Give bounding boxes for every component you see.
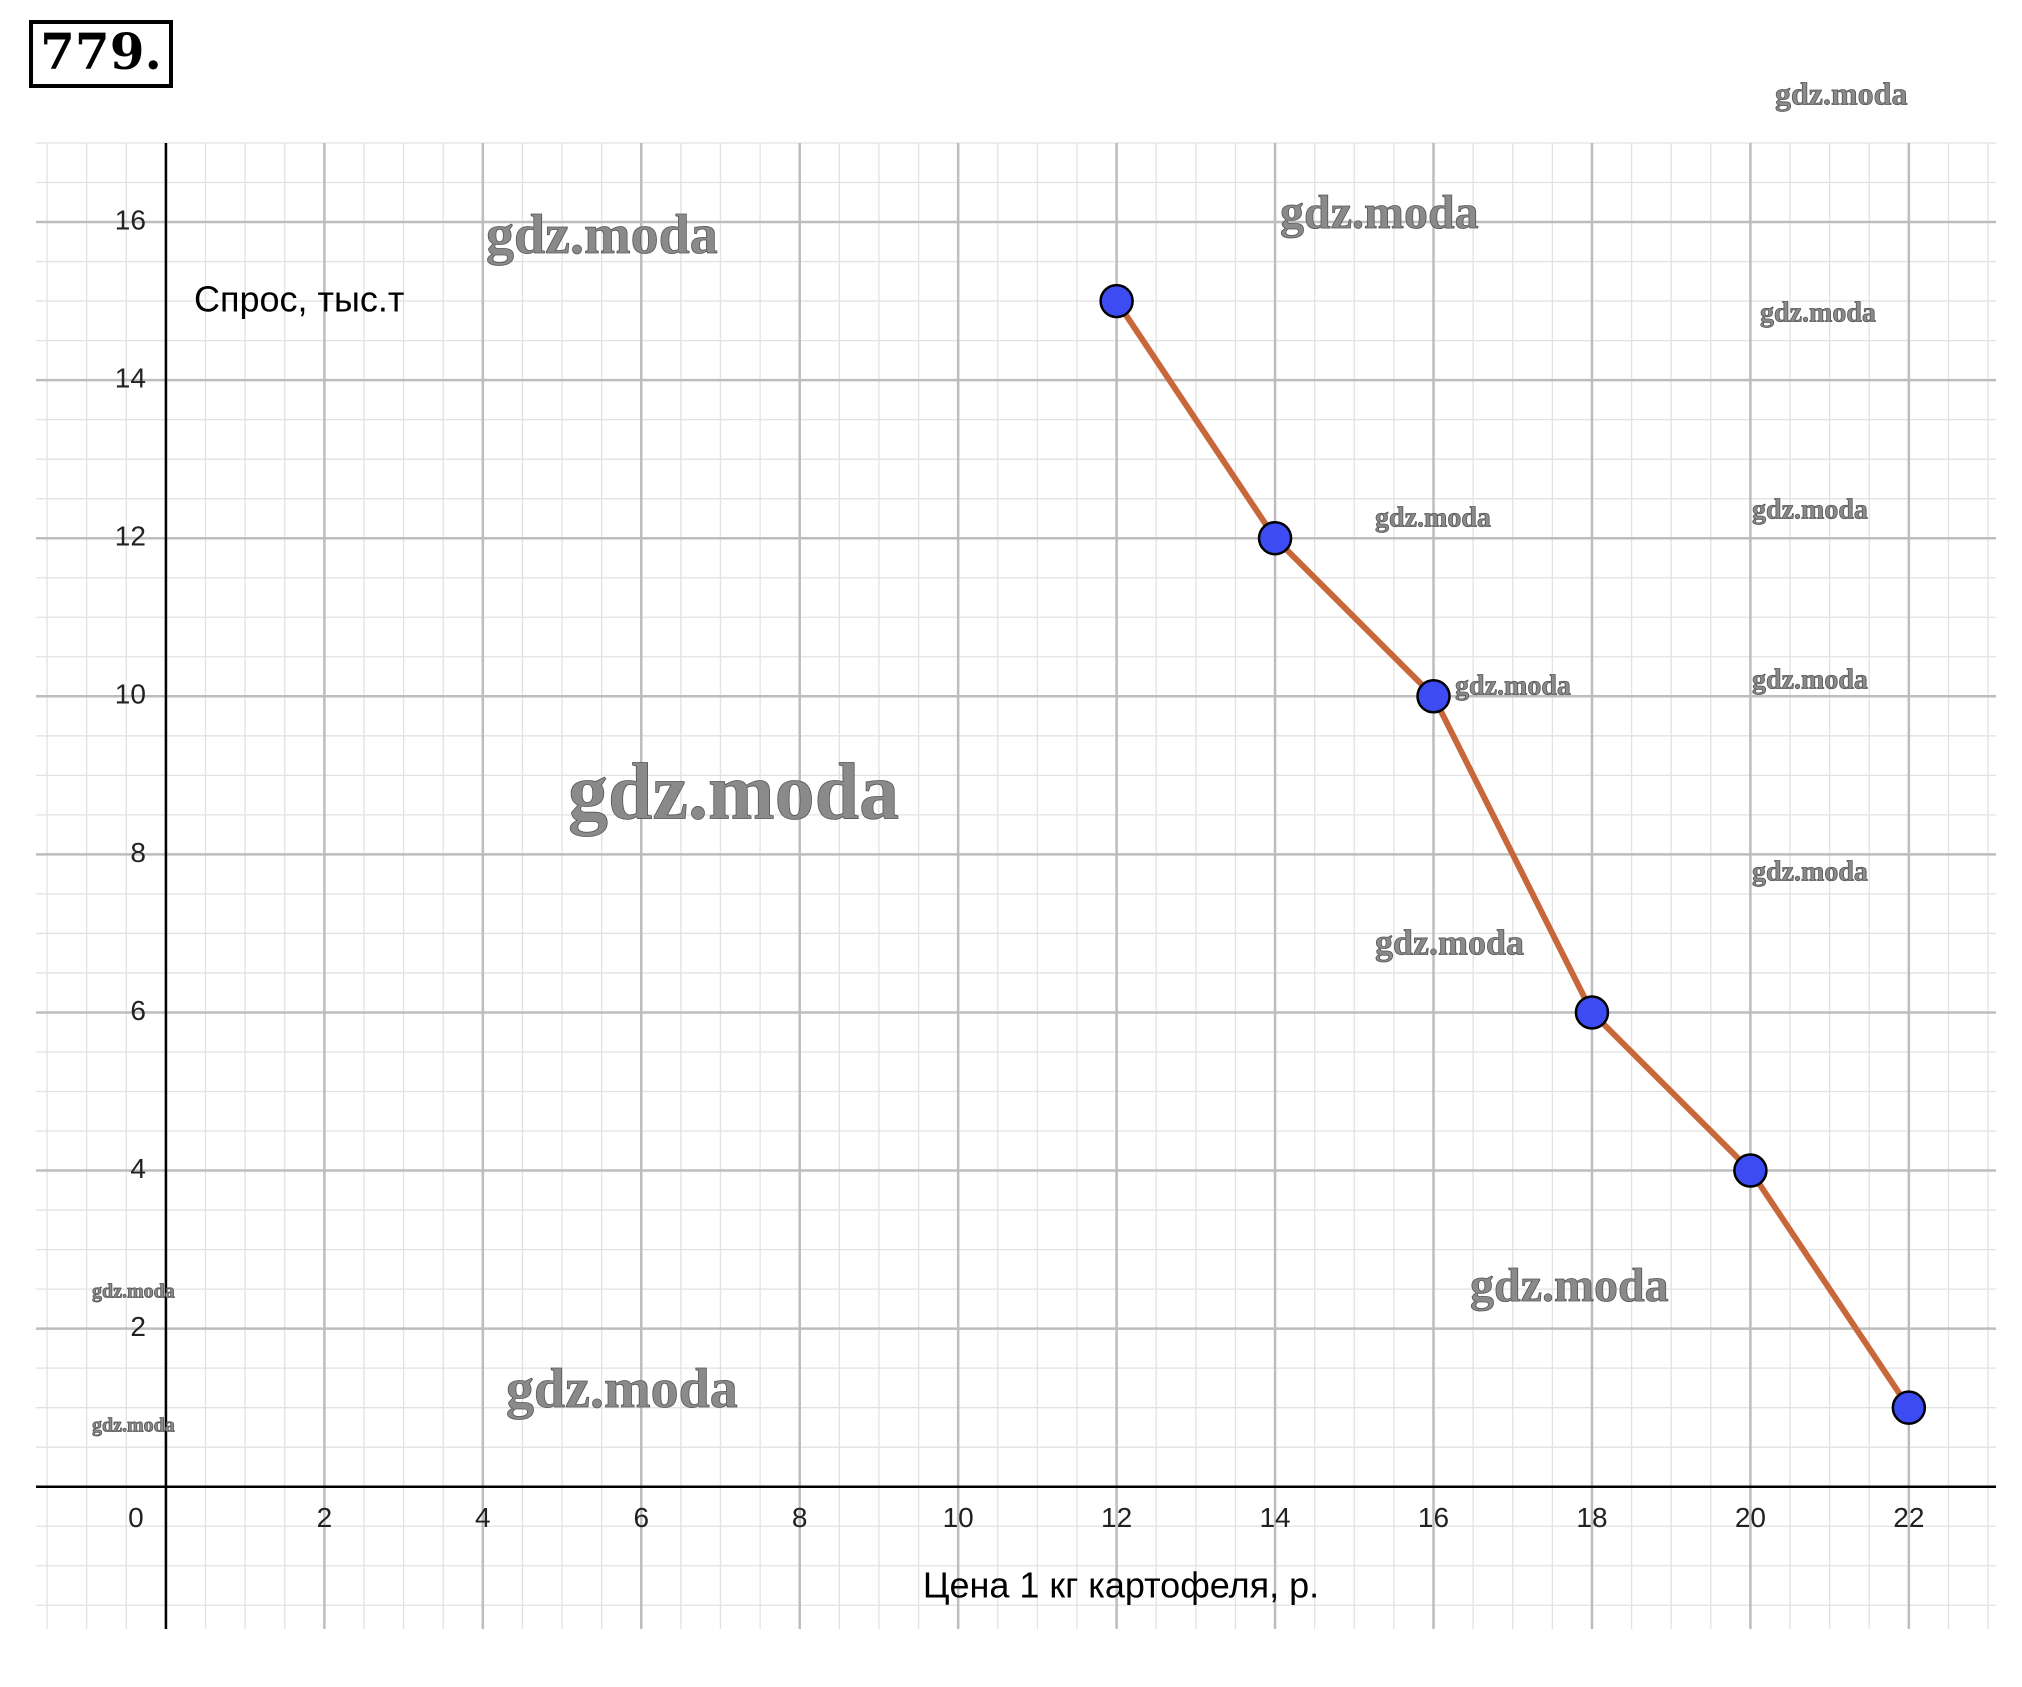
x-tick-label: 16 <box>1418 1502 1449 1533</box>
watermark: gdz.moda <box>506 1358 738 1420</box>
y-tick-label: 16 <box>115 204 146 235</box>
x-tick-label: 22 <box>1893 1502 1924 1533</box>
watermark: gdz.moda <box>92 1415 175 1437</box>
y-tick-label: 10 <box>115 679 146 710</box>
data-point <box>1257 520 1293 556</box>
x-tick-label: 6 <box>633 1502 649 1533</box>
y-tick-label: 4 <box>130 1153 146 1184</box>
watermark: gdz.moda <box>92 1281 175 1303</box>
watermark: gdz.moda <box>1752 494 1868 525</box>
x-tick-label: 0 <box>128 1502 144 1533</box>
watermark: gdz.moda <box>1375 922 1524 962</box>
data-line <box>1114 299 1912 1410</box>
watermark: gdz.moda <box>1775 75 1907 111</box>
x-tick-label: 12 <box>1101 1502 1132 1533</box>
data-point <box>1099 283 1134 319</box>
watermark: gdz.moda <box>486 204 718 266</box>
data-point <box>1574 995 1610 1030</box>
watermark: gdz.moda <box>1752 664 1868 695</box>
watermark: gdz.moda <box>568 748 899 836</box>
data-point <box>1416 679 1451 714</box>
x-tick-label: 2 <box>317 1502 333 1533</box>
problem-box <box>29 20 173 88</box>
data-point <box>1891 1390 1927 1425</box>
grid <box>36 142 1996 1629</box>
x-tick-label: 4 <box>475 1502 491 1533</box>
watermark: gdz.moda <box>1375 502 1491 533</box>
data-point <box>1733 1153 1768 1188</box>
x-tick-label: 8 <box>792 1502 808 1533</box>
problem-number: 779. <box>40 22 162 81</box>
x-tick-label: 10 <box>943 1502 974 1533</box>
watermark: gdz.moda <box>1455 670 1571 701</box>
y-tick-label: 6 <box>130 995 146 1026</box>
watermark: gdz.moda <box>1280 186 1479 239</box>
x-axis-label: Цена 1 кг картофеля, р. <box>923 1565 1319 1606</box>
y-tick-label: 12 <box>115 521 146 552</box>
watermark: gdz.moda <box>1752 856 1868 887</box>
watermark: gdz.moda <box>1470 1259 1669 1312</box>
x-tick-label: 20 <box>1735 1502 1766 1533</box>
y-tick-label: 8 <box>130 837 146 868</box>
x-tick-label: 18 <box>1576 1502 1607 1533</box>
y-axis-label: Спрос, тыс.т <box>194 279 404 320</box>
y-tick-label: 14 <box>115 363 146 394</box>
x-tick-label: 14 <box>1259 1502 1290 1533</box>
watermark: gdz.moda <box>1760 297 1876 328</box>
y-tick-label: 2 <box>130 1311 146 1342</box>
